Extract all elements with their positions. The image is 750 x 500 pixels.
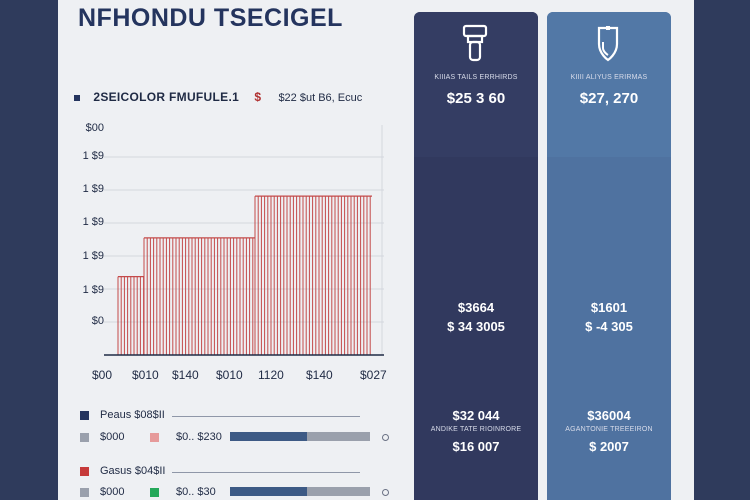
card-caption: AGANTONIE TREEEIRON (565, 426, 653, 433)
y-tick-label: 1 $9 (82, 284, 104, 296)
x-tick-label: 1120 (258, 368, 284, 382)
y-tick-label: $0 (91, 315, 104, 327)
legend-label: Gasus $04$II (100, 465, 166, 477)
chart-header-marker (74, 94, 80, 101)
legend-range: $0.. $230 (176, 431, 222, 443)
y-tick-label: $00 (85, 122, 104, 134)
y-tick-label: 1 $9 (82, 250, 104, 262)
chart-grid (104, 125, 384, 356)
legend-swatch (80, 467, 89, 476)
chart-subtitle: $22 $ut B6, Ecuc (278, 92, 363, 104)
legend-swatch (80, 433, 89, 442)
legend-divider (172, 472, 360, 473)
card-value: $16 007 (452, 439, 500, 454)
chart-bars (117, 195, 372, 355)
progress-track (230, 487, 370, 496)
legend-value: $000 (100, 431, 125, 443)
card-primary-value: $27, 270 (579, 90, 639, 107)
legend-divider (172, 416, 360, 417)
card-value: $1601 (590, 300, 628, 315)
card-value: $ 34 3005 (447, 319, 505, 334)
legend-range: $0.. $30 (176, 486, 216, 498)
card-value: $ -4 305 (585, 319, 633, 334)
chart-header: 2SEICOLOR FMUFULE.1 $ $22 $ut B6, Ecuc (74, 90, 362, 104)
x-tick-label: $010 (132, 368, 159, 382)
card-caption: KIIII ALIYUS ERIRMAS (570, 74, 648, 81)
progress-track (230, 432, 370, 441)
card-value: $32 044 (452, 408, 500, 423)
progress-fill (230, 487, 307, 496)
flashlight-icon (462, 24, 488, 62)
card-value: $36004 (587, 408, 631, 423)
legend-label: Peaus $08$II (100, 409, 165, 421)
card-value: $ 2007 (589, 439, 629, 454)
circle-icon[interactable] (382, 434, 389, 441)
progress-fill (230, 432, 307, 441)
x-tick-label: $140 (172, 368, 199, 382)
y-tick-label: 1 $9 (82, 216, 104, 228)
card-caption: KIIIAS TAILS ERRHIRDS (434, 74, 518, 81)
page-title: NFHONDU TSECIGEL (78, 4, 343, 32)
legend-accent-swatch (150, 488, 159, 497)
card-header (547, 12, 671, 157)
circle-icon[interactable] (382, 489, 389, 496)
bar-chart (104, 125, 384, 356)
chart-title: 2SEICOLOR FMUFULE.1 (93, 90, 240, 104)
card-primary-value: $25 3 60 (446, 90, 506, 107)
legend-swatch (80, 488, 89, 497)
legend-accent-swatch (150, 433, 159, 442)
summary-card-right[interactable]: KIIII ALIYUS ERIRMAS $27, 270 $1601 $ -4… (547, 12, 671, 500)
card-caption: ANDIKE TATE RIOINRORE (430, 426, 522, 433)
y-tick-label: 1 $9 (82, 183, 104, 195)
x-tick-label: $00 (92, 368, 113, 382)
shield-icon (597, 26, 619, 62)
legend-swatch (80, 411, 89, 420)
currency-symbol: $ (254, 90, 262, 104)
legend-value: $000 (100, 486, 125, 498)
x-tick-label: $027 (360, 368, 387, 382)
x-tick-label: $140 (306, 368, 333, 382)
x-tick-label: $010 (216, 368, 243, 382)
y-tick-label: 1 $9 (82, 150, 104, 162)
card-value: $3664 (457, 300, 495, 315)
summary-card-left[interactable]: KIIIAS TAILS ERRHIRDS $25 3 60 $3664 $ 3… (414, 12, 538, 500)
